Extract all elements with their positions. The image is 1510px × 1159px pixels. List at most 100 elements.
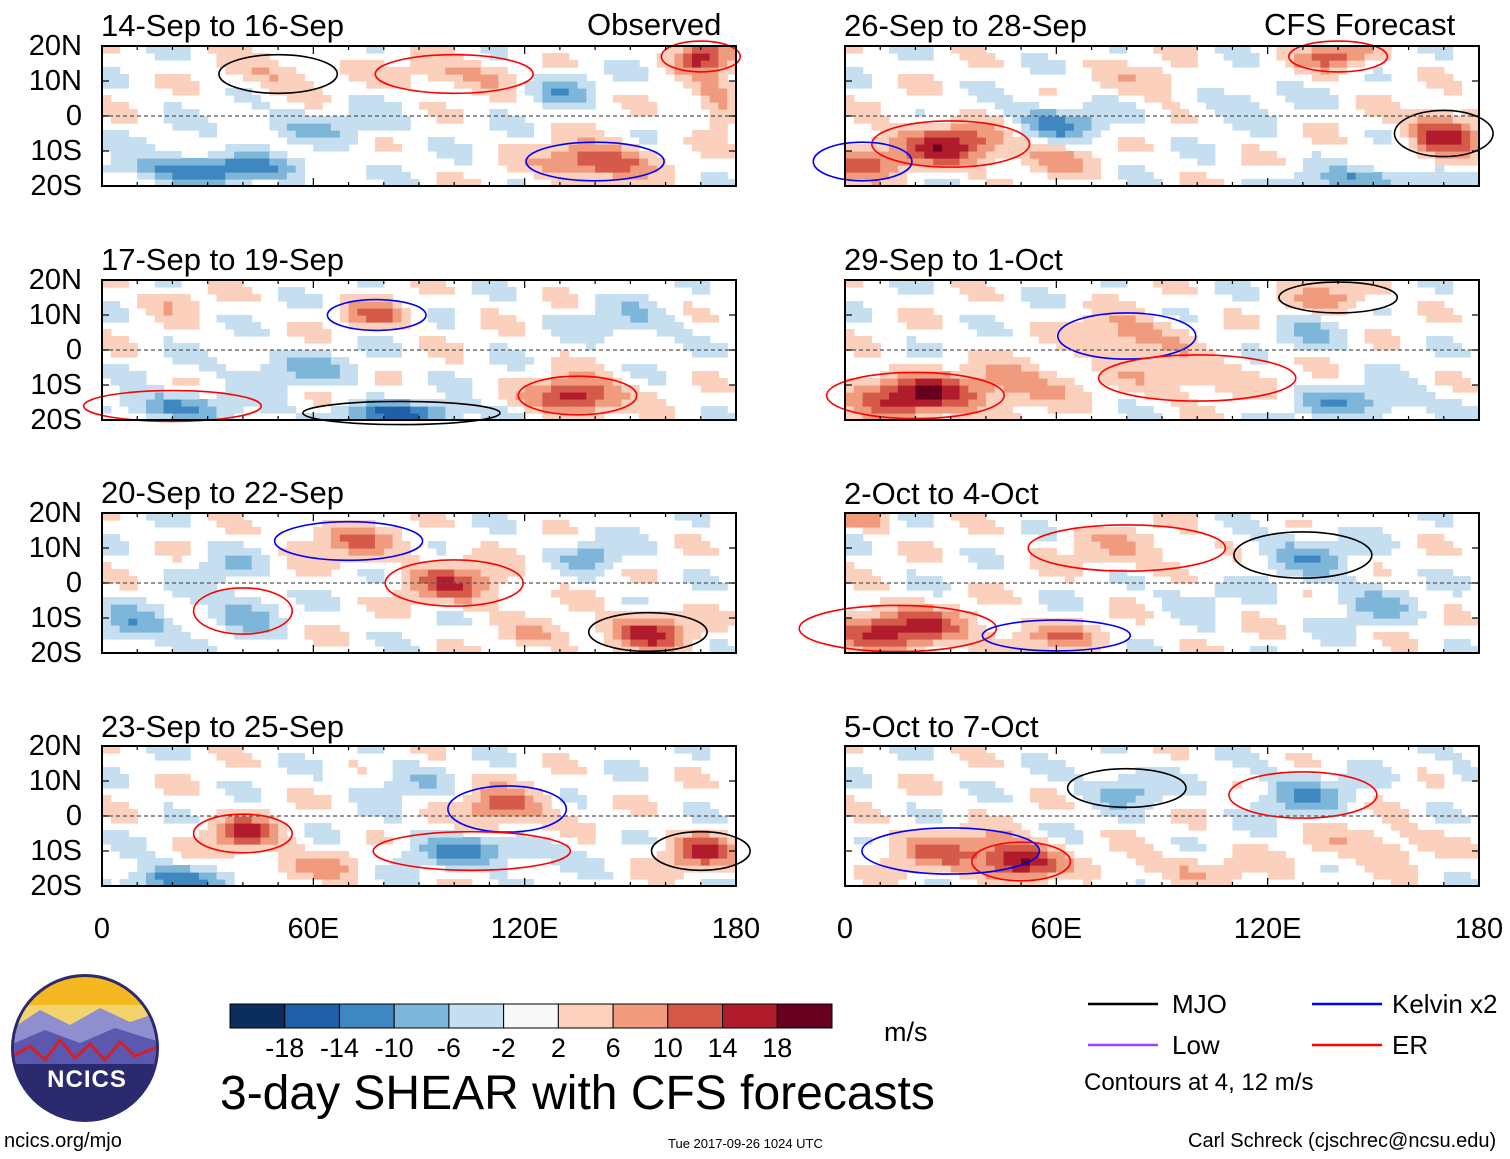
field-cell [1417,116,1427,124]
field-cell [507,81,517,89]
field-cell [621,618,631,626]
field-cell [683,858,693,866]
field-cell [507,879,517,887]
field-cell [1056,172,1066,180]
field-cell [692,604,702,612]
field-cell [128,604,138,612]
field-cell [401,760,411,768]
field-cell [880,625,890,633]
field-cell [985,413,996,421]
field-cell [603,315,614,323]
field-cell [1311,165,1322,173]
field-cell [295,158,306,166]
field-cell [172,555,182,563]
field-cell [692,343,702,351]
field-cell [154,625,165,633]
field-cell [977,315,987,323]
field-cell [427,520,438,528]
field-cell [313,625,323,633]
field-cell [216,576,226,584]
field-cell [102,102,112,110]
field-cell [102,46,112,54]
field-cell [862,548,872,556]
field-cell [102,280,112,288]
field-cell [436,767,446,775]
field-cell [1153,357,1163,365]
field-cell [454,172,464,180]
field-cell [110,308,121,316]
field-cell [533,851,543,859]
field-cell [146,865,156,873]
field-cell [471,399,482,407]
field-cell [366,343,376,351]
field-cell [401,781,411,789]
field-cell [1443,343,1454,351]
field-cell [1276,336,1286,344]
field-cell [489,844,499,852]
field-cell [172,53,182,61]
field-cell [889,137,899,145]
field-cell [700,576,711,584]
field-cell [1214,102,1225,110]
field-cell [941,158,952,166]
field-cell [994,88,1005,96]
field-cell [436,562,446,570]
field-cell [427,406,438,414]
field-cell [630,865,640,873]
field-cell [977,158,987,166]
field-cell [251,555,262,563]
field-cell [1144,315,1154,323]
field-cell [897,548,908,556]
field-cell [1294,294,1304,302]
field-cell [251,385,262,393]
field-cell [198,569,209,577]
field-cell [1126,144,1137,152]
field-cell [242,399,253,407]
field-cell [1241,350,1251,358]
field-cell [181,520,191,528]
field-cell [542,851,552,859]
field-cell [915,646,925,654]
field-cell [427,597,438,605]
field-cell [295,350,306,358]
field-cell [1320,364,1330,372]
field-cell [1320,46,1330,54]
field-cell [950,399,961,407]
field-cell [941,618,952,626]
field-cell [1364,364,1374,372]
field-cell [181,315,191,323]
field-cell [924,399,934,407]
field-cell [1320,172,1330,180]
field-cell [507,392,517,400]
field-cell [871,399,881,407]
field-cell [559,123,570,131]
field-cell [968,137,978,145]
field-cell [498,151,508,159]
field-cell [1311,179,1322,187]
field-cell [1100,301,1110,309]
field-cell [436,830,446,838]
field-cell [1355,95,1366,103]
field-cell [915,123,925,131]
field-cell [242,555,253,563]
field-cell [897,399,908,407]
field-cell [941,385,952,393]
field-cell [128,399,138,407]
field-cell [225,879,235,887]
field-cell [551,53,561,61]
field-cell [603,165,614,173]
field-cell [1364,172,1374,180]
field-cell [889,364,899,372]
field-cell [906,315,916,323]
field-cell [181,879,191,887]
field-cell [924,520,934,528]
field-cell [260,102,270,110]
field-cell [1250,322,1260,330]
field-cell [471,858,482,866]
field-cell [551,625,561,633]
field-cell [845,576,855,584]
field-cell [304,625,314,633]
field-cell [1029,109,1040,117]
field-cell [1285,294,1295,302]
field-cell [639,597,649,605]
